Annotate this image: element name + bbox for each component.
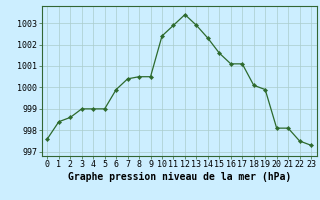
X-axis label: Graphe pression niveau de la mer (hPa): Graphe pression niveau de la mer (hPa) xyxy=(68,172,291,182)
